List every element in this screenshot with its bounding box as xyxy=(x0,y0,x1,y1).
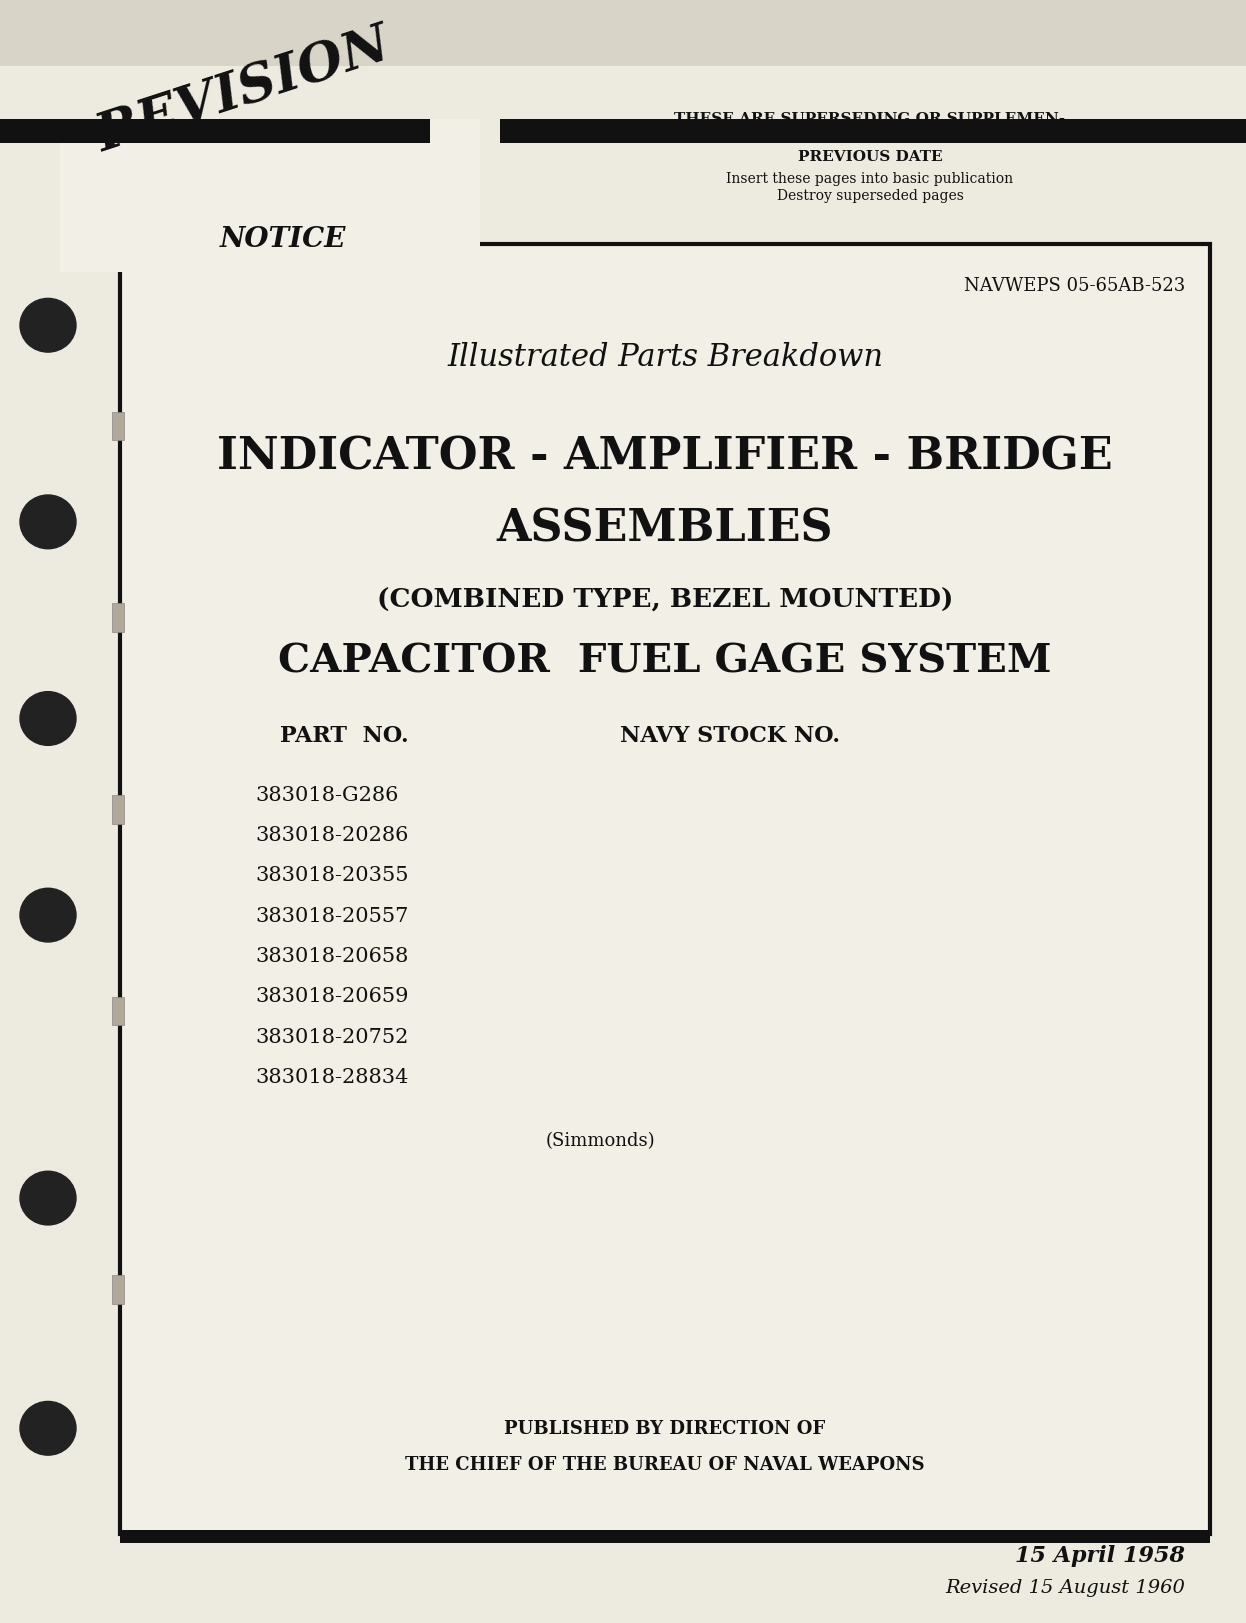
Circle shape xyxy=(20,691,76,745)
Circle shape xyxy=(20,1172,76,1225)
Text: TARY PAGES TO SAME PUBLICATION OF: TARY PAGES TO SAME PUBLICATION OF xyxy=(693,131,1047,144)
Text: REVISION: REVISION xyxy=(90,19,397,162)
Text: 383018-20286: 383018-20286 xyxy=(255,826,409,846)
Text: 383018-20659: 383018-20659 xyxy=(255,987,409,1006)
Bar xyxy=(112,604,125,633)
Text: 383018-20557: 383018-20557 xyxy=(255,907,409,925)
Text: Revised 15 August 1960: Revised 15 August 1960 xyxy=(946,1579,1185,1597)
Circle shape xyxy=(20,888,76,941)
Bar xyxy=(112,997,125,1026)
Text: CAPACITOR  FUEL GAGE SYSTEM: CAPACITOR FUEL GAGE SYSTEM xyxy=(278,643,1052,680)
Bar xyxy=(112,412,125,440)
Text: ASSEMBLIES: ASSEMBLIES xyxy=(497,508,834,550)
Text: 15 April 1958: 15 April 1958 xyxy=(1015,1545,1185,1568)
Text: NOTICE: NOTICE xyxy=(221,226,346,253)
Text: PREVIOUS DATE: PREVIOUS DATE xyxy=(797,149,942,164)
Text: INDICATOR - AMPLIFIER - BRIDGE: INDICATOR - AMPLIFIER - BRIDGE xyxy=(217,435,1113,479)
Bar xyxy=(120,243,1210,1534)
Text: Illustrated Parts Breakdown: Illustrated Parts Breakdown xyxy=(447,342,883,373)
Text: Destroy superseded pages: Destroy superseded pages xyxy=(776,190,963,203)
Text: PART  NO.: PART NO. xyxy=(280,725,409,747)
Bar xyxy=(0,118,430,143)
Circle shape xyxy=(20,1401,76,1456)
Text: THESE ARE SUPERSEDING OR SUPPLEMEN-: THESE ARE SUPERSEDING OR SUPPLEMEN- xyxy=(674,112,1065,125)
Text: 383018-20658: 383018-20658 xyxy=(255,946,409,966)
Text: 383018-G286: 383018-G286 xyxy=(255,786,399,805)
Bar xyxy=(60,118,480,273)
Circle shape xyxy=(20,495,76,549)
Text: 383018-20355: 383018-20355 xyxy=(255,867,409,886)
Bar xyxy=(112,1274,125,1303)
Text: (COMBINED TYPE, BEZEL MOUNTED): (COMBINED TYPE, BEZEL MOUNTED) xyxy=(376,588,953,613)
Text: (Simmonds): (Simmonds) xyxy=(546,1133,655,1151)
Text: NAVY STOCK NO.: NAVY STOCK NO. xyxy=(621,725,840,747)
Bar xyxy=(120,1530,1210,1543)
Text: 383018-20752: 383018-20752 xyxy=(255,1027,409,1047)
Text: 383018-28834: 383018-28834 xyxy=(255,1068,409,1087)
Text: NAVWEPS 05-65AB-523: NAVWEPS 05-65AB-523 xyxy=(963,276,1185,294)
Text: Insert these pages into basic publication: Insert these pages into basic publicatio… xyxy=(726,172,1013,187)
Bar xyxy=(112,795,125,824)
Text: THE CHIEF OF THE BUREAU OF NAVAL WEAPONS: THE CHIEF OF THE BUREAU OF NAVAL WEAPONS xyxy=(405,1456,925,1474)
Bar xyxy=(500,118,1246,143)
Text: PUBLISHED BY DIRECTION OF: PUBLISHED BY DIRECTION OF xyxy=(505,1420,826,1438)
Circle shape xyxy=(20,299,76,352)
